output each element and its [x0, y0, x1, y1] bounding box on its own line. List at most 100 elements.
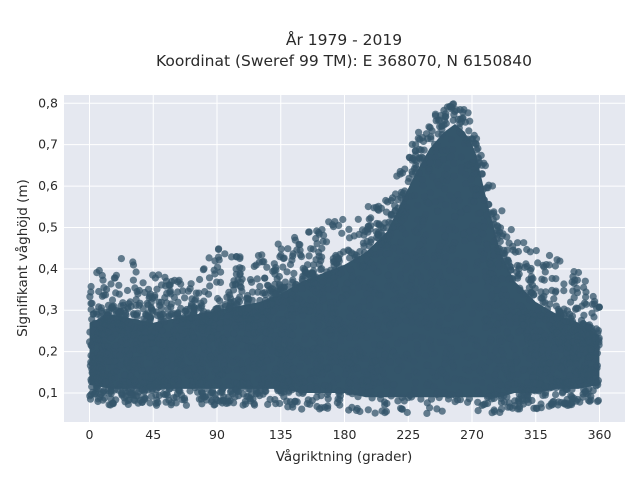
data-point — [498, 337, 506, 345]
data-point — [258, 344, 266, 352]
data-point — [93, 374, 101, 382]
data-point — [434, 207, 442, 216]
data-point — [245, 315, 253, 323]
data-point — [276, 360, 284, 368]
data-point — [414, 318, 422, 327]
data-point — [212, 395, 220, 403]
data-point — [270, 371, 279, 379]
data-point — [289, 403, 297, 411]
data-point — [174, 309, 182, 318]
data-point — [151, 328, 159, 336]
data-point — [527, 275, 536, 283]
data-point — [520, 239, 528, 247]
data-point — [404, 263, 412, 271]
data-point — [86, 395, 95, 403]
data-point — [465, 275, 473, 284]
data-point — [317, 313, 325, 321]
x-tick-label: 180 — [333, 427, 357, 442]
data-point — [199, 389, 207, 397]
data-point — [446, 314, 454, 322]
data-point — [490, 237, 498, 245]
data-point — [426, 287, 434, 295]
data-point — [464, 109, 472, 117]
data-point — [501, 303, 509, 311]
data-point — [197, 304, 205, 312]
data-point — [282, 322, 290, 330]
data-point — [426, 404, 434, 412]
data-point — [374, 234, 382, 242]
data-point — [589, 292, 597, 301]
data-point — [339, 215, 347, 224]
data-point — [276, 281, 284, 290]
data-point — [334, 375, 342, 383]
data-point — [462, 365, 470, 373]
data-point — [508, 342, 517, 350]
data-point — [348, 289, 356, 297]
data-point — [507, 297, 515, 305]
data-point — [198, 312, 206, 320]
data-point — [519, 321, 528, 329]
data-point — [552, 391, 560, 399]
data-point — [387, 263, 395, 271]
data-point — [410, 390, 418, 398]
data-point — [208, 334, 216, 342]
data-point — [331, 279, 339, 287]
data-point — [442, 113, 450, 121]
data-point — [145, 346, 153, 354]
data-point — [170, 394, 178, 402]
data-point — [399, 200, 407, 208]
data-point — [382, 343, 390, 351]
data-point — [254, 389, 262, 398]
data-point — [451, 238, 459, 246]
data-point — [352, 333, 360, 342]
data-point — [164, 383, 172, 391]
data-point — [376, 341, 384, 349]
data-point — [236, 282, 244, 290]
data-point — [540, 276, 548, 284]
data-point — [594, 397, 602, 406]
data-point — [129, 375, 138, 383]
data-point — [281, 278, 289, 286]
data-point — [532, 343, 540, 351]
data-point — [560, 310, 568, 318]
data-point — [279, 263, 287, 271]
data-point — [567, 392, 575, 400]
data-point — [139, 279, 147, 287]
data-point — [572, 397, 580, 405]
data-point — [491, 391, 499, 399]
data-point — [365, 215, 373, 223]
data-point — [101, 378, 109, 386]
data-point — [369, 351, 377, 359]
data-point — [97, 350, 106, 358]
data-point — [97, 307, 106, 315]
data-point — [526, 266, 535, 274]
data-point — [291, 284, 299, 292]
data-point — [134, 399, 142, 407]
data-point — [226, 303, 234, 311]
data-point — [388, 194, 397, 202]
data-point — [461, 340, 469, 348]
data-point — [375, 366, 383, 374]
data-point — [224, 377, 232, 386]
data-point — [451, 398, 459, 406]
data-point — [398, 393, 406, 401]
data-point — [479, 255, 487, 263]
data-point — [288, 311, 296, 319]
data-point — [285, 377, 293, 385]
data-point — [435, 159, 443, 167]
data-point — [219, 384, 227, 392]
data-point — [586, 352, 594, 360]
data-point — [450, 196, 458, 205]
data-point — [486, 383, 494, 392]
data-point — [216, 324, 224, 332]
data-point — [266, 335, 274, 344]
data-point — [548, 365, 557, 373]
data-point — [411, 285, 419, 293]
data-point — [430, 350, 438, 358]
data-point — [178, 326, 186, 334]
data-point — [587, 392, 595, 400]
data-point — [190, 363, 198, 372]
data-point — [580, 283, 588, 292]
data-point — [87, 351, 95, 360]
data-point — [223, 324, 231, 332]
